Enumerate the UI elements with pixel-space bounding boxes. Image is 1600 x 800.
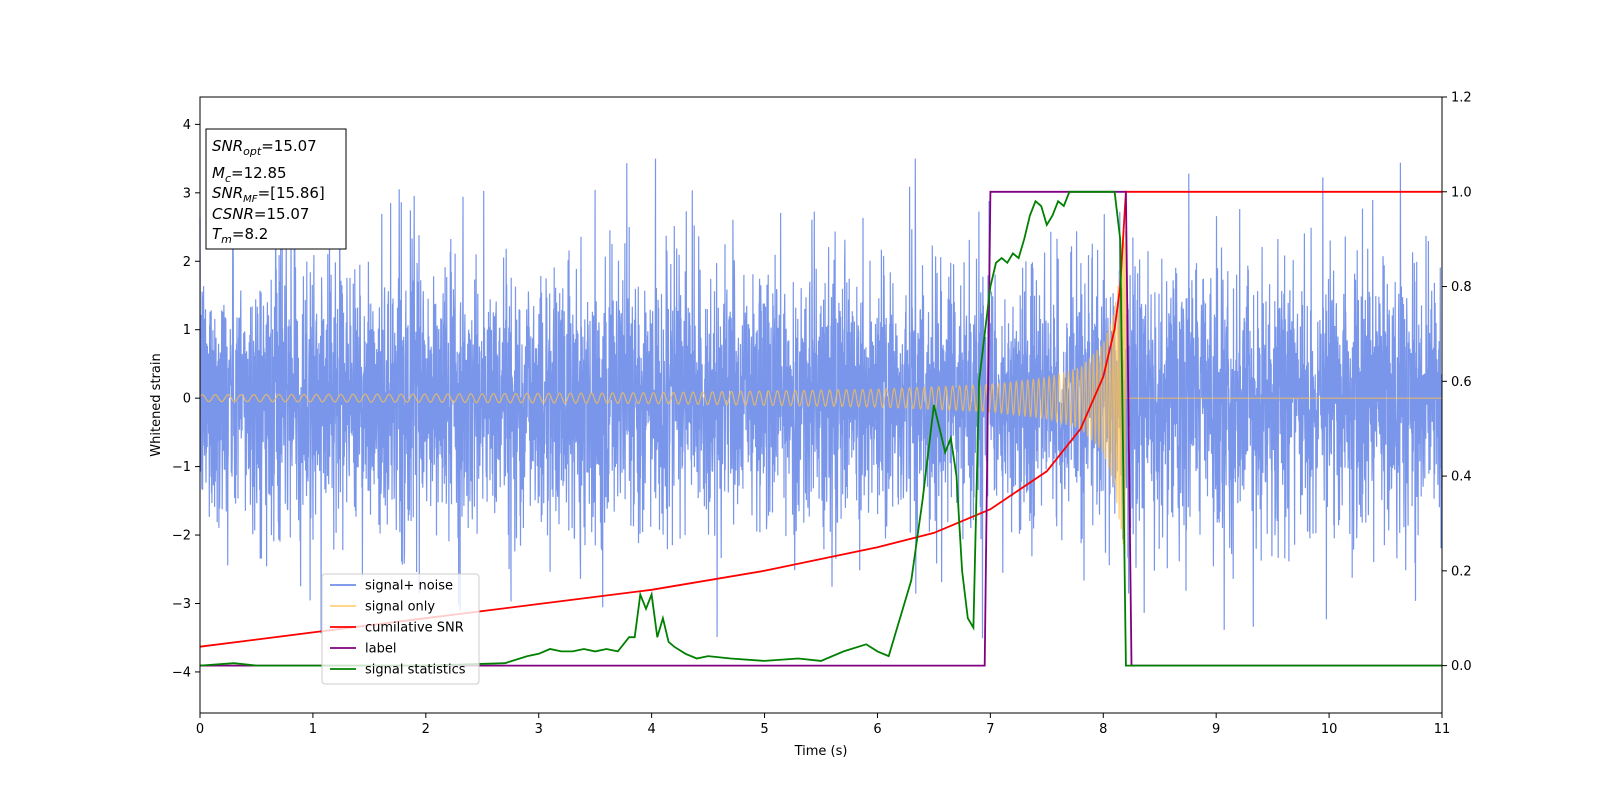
x-tick-label: 4 (647, 722, 655, 737)
y-right-tick-label: 1.2 (1451, 91, 1472, 106)
annotation-snr-mf: SNRMF=[15.86] (212, 184, 325, 205)
legend-frame (321, 573, 480, 685)
y-axis-left: −4 −3 −2 −1 0 1 2 3 4 (172, 118, 200, 680)
right-axis-series (199, 190, 1442, 667)
x-tick-label: 2 (422, 722, 430, 737)
x-tick-label: 8 (1099, 722, 1107, 737)
y-right-tick-label: 0.2 (1451, 564, 1472, 579)
y-left-tick-label: 1 (183, 323, 191, 338)
legend: signal+ noise signal only cumilative SNR la… (321, 573, 480, 685)
legend-entry: cumilative SNR (365, 621, 464, 636)
y-left-tick-label: 4 (183, 118, 191, 133)
x-axis: 0 1 2 3 4 5 6 7 8 9 10 11 (196, 713, 1450, 737)
signal-only-line (199, 231, 1442, 554)
y-right-tick-label: 1.0 (1451, 185, 1472, 200)
y-axis-right: 0.0 0.2 0.4 0.6 0.8 1.0 1.2 (1442, 91, 1472, 674)
x-tick-label: 1 (309, 722, 317, 737)
y-right-tick-label: 0.4 (1451, 470, 1472, 485)
annotation-mc: Mc=12.85 (212, 164, 287, 185)
legend-entry: signal statistics (365, 663, 466, 678)
x-tick-label: 5 (760, 722, 768, 737)
plot-frame (199, 96, 1443, 714)
y-axis-label: Whitened strain (149, 353, 164, 456)
y-right-tick-label: 0.6 (1451, 375, 1472, 390)
legend-entry: signal+ noise (365, 579, 453, 594)
x-tick-label: 3 (535, 722, 543, 737)
annotation-box: SNRopt=15.07 Mc=12.85 SNRMF=[15.86] CSNR… (205, 128, 347, 250)
x-tick-label: 10 (1321, 722, 1338, 737)
series-signal-statistics (199, 190, 1442, 667)
annotation-snr-opt-sub: opt (243, 145, 262, 158)
x-tick-label: 6 (873, 722, 881, 737)
signal-noise-line (199, 158, 1443, 639)
y-left-tick-label: −4 (172, 665, 191, 680)
y-left-tick-label: −1 (172, 460, 191, 475)
y-right-tick-label: 0.0 (1451, 659, 1472, 674)
legend-entry: label (365, 642, 396, 657)
series-signal-noise (199, 158, 1443, 639)
annotation-csnr: CSNR=15.07 (212, 205, 309, 223)
y-left-tick-label: 3 (183, 186, 191, 201)
y-left-tick-label: 0 (183, 392, 191, 407)
y-left-tick-label: −3 (172, 597, 191, 612)
x-tick-label: 11 (1434, 722, 1451, 737)
annotation-snr-opt: SNRopt=15.07 (212, 137, 317, 158)
x-tick-label: 7 (986, 722, 994, 737)
x-tick-label: 9 (1212, 722, 1220, 737)
x-tick-label: 0 (196, 722, 204, 737)
legend-entry: signal only (365, 600, 435, 615)
y-left-tick-label: 2 (183, 255, 191, 270)
y-right-tick-label: 0.8 (1451, 280, 1472, 295)
series-signal-only (199, 231, 1442, 554)
y-left-tick-label: −2 (172, 529, 191, 544)
series-cumilative-snr (199, 190, 1442, 648)
annotation-tm: Tm=8.2 (212, 225, 268, 246)
x-axis-label: Time (s) (794, 744, 848, 759)
